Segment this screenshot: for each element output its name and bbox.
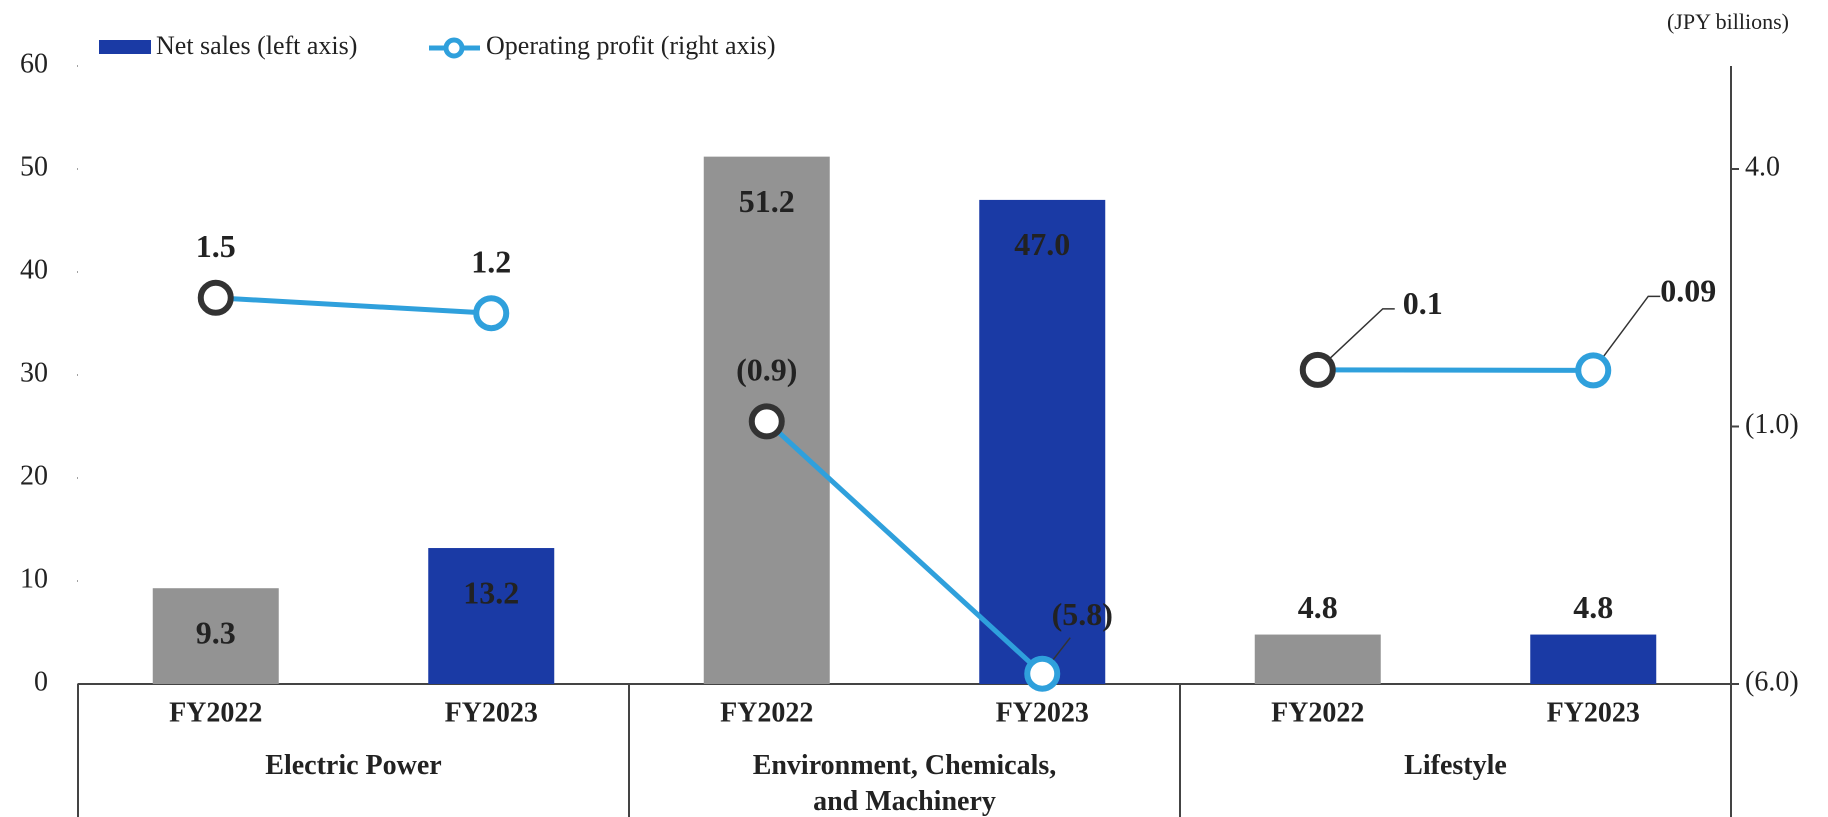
y-tick-label: 30 <box>20 357 48 388</box>
profit-marker <box>1299 351 1336 388</box>
bar <box>152 588 279 684</box>
bar <box>979 199 1106 684</box>
y-tick-label: 40 <box>20 254 48 285</box>
y2-tick-label: 4.0 <box>1745 151 1780 182</box>
profit-marker <box>197 279 234 316</box>
legend-swatch <box>443 37 465 59</box>
y-tick-label: 50 <box>20 151 48 182</box>
x-tick-label: FY2023 <box>445 697 538 728</box>
profit-value-label: 1.2 <box>471 244 511 280</box>
profit-line <box>1317 367 1594 373</box>
bar <box>428 548 555 684</box>
group-label: Environment, Chemicals, and Machinery <box>752 750 1057 817</box>
y2-tick-label: (6.0) <box>1745 666 1799 697</box>
profit-marker <box>748 403 785 440</box>
x-tick-label: FY2023 <box>1547 697 1640 728</box>
x-tick-label: FY2022 <box>1271 697 1364 728</box>
profit-value-label: 0.1 <box>1403 285 1443 321</box>
legend-swatch <box>99 40 151 54</box>
bar-value-label: 51.2 <box>739 183 795 219</box>
legend-label: Operating profit (right axis) <box>486 31 776 60</box>
leader-line <box>1592 295 1661 371</box>
profit-marker <box>1024 655 1061 692</box>
y-tick-label: 20 <box>20 460 48 491</box>
profit-line <box>765 419 1044 676</box>
y2-tick-label: (1.0) <box>1745 409 1799 440</box>
profit-value-label: (0.9) <box>736 352 797 388</box>
bar-value-label: 4.8 <box>1298 589 1338 625</box>
leader-line <box>1317 308 1395 371</box>
bar-value-label: 4.8 <box>1573 589 1613 625</box>
profit-marker <box>473 295 510 332</box>
unit-label: (JPY billions) <box>1667 9 1789 34</box>
profit-value-label: 1.5 <box>196 228 236 264</box>
y-tick-label: 0 <box>34 666 48 697</box>
group-label: Lifestyle <box>1404 750 1507 781</box>
profit-line <box>215 295 492 316</box>
bar <box>1254 634 1381 684</box>
bar-value-label: 9.3 <box>196 614 236 650</box>
group-label: Electric Power <box>265 750 442 781</box>
x-tick-label: FY2022 <box>720 697 813 728</box>
profit-marker <box>1575 352 1612 389</box>
y-tick-label: 60 <box>20 48 48 79</box>
bar-value-label: 13.2 <box>463 574 519 610</box>
x-tick-label: FY2023 <box>996 697 1089 728</box>
bar-value-label: 47.0 <box>1014 226 1070 262</box>
bar <box>1530 634 1657 684</box>
profit-value-label: 0.09 <box>1660 273 1716 309</box>
legend-label: Net sales (left axis) <box>156 31 357 60</box>
profit-value-label: (5.8) <box>1052 596 1113 632</box>
x-tick-label: FY2022 <box>169 697 262 728</box>
y-tick-label: 10 <box>20 563 48 594</box>
